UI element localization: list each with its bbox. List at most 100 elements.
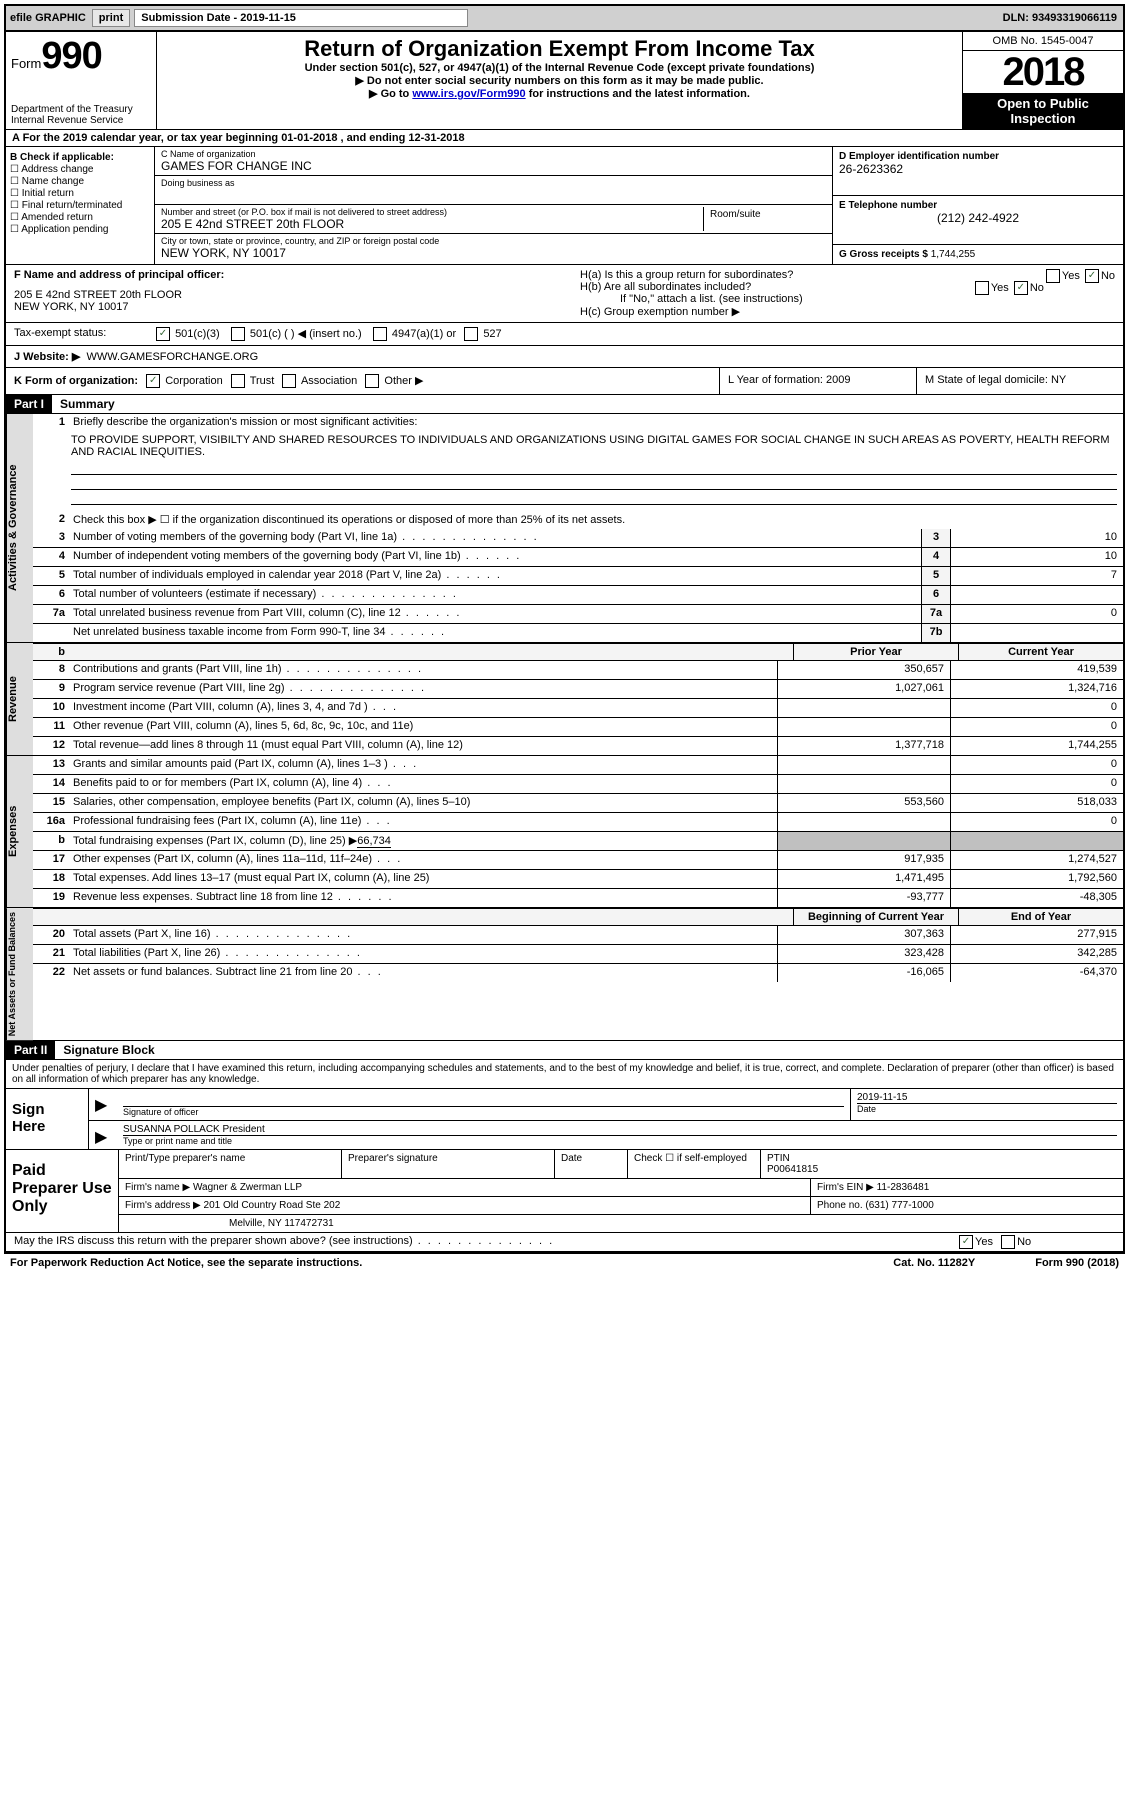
v7a: 0 <box>950 605 1123 623</box>
part1-hdr: Part I <box>6 395 52 413</box>
sig-decl: Under penalties of perjury, I declare th… <box>6 1059 1123 1088</box>
header-right: OMB No. 1545-0047 2018 Open to Public In… <box>962 32 1123 129</box>
f-block: F Name and address of principal officer:… <box>6 265 572 322</box>
footer-left: For Paperwork Reduction Act Notice, see … <box>10 1257 362 1269</box>
v6 <box>950 586 1123 604</box>
ha-lab: H(a) Is this a group return for subordin… <box>580 269 793 281</box>
sig-officer-lab: Signature of officer <box>123 1106 844 1117</box>
ptin: P00641815 <box>767 1164 1117 1175</box>
f-addr1: 205 E 42nd STREET 20th FLOOR <box>14 289 564 301</box>
hb-lab: H(b) Are all subordinates included? <box>580 281 751 293</box>
hdr-py: Prior Year <box>793 644 958 660</box>
vlabel-ag: Activities & Governance <box>6 414 33 642</box>
chk-address[interactable]: Address change <box>10 164 150 175</box>
sig-name-lab: Type or print name and title <box>123 1135 1117 1146</box>
g-val: 1,744,255 <box>931 249 976 260</box>
paid-preparer-block: Paid Preparer Use Only Print/Type prepar… <box>6 1149 1123 1232</box>
section-bcdefg: B Check if applicable: Address change Na… <box>6 146 1123 264</box>
print-button[interactable]: print <box>92 9 130 27</box>
sig-name: SUSANNA POLLACK President <box>123 1124 1117 1135</box>
vlabel-exp: Expenses <box>6 756 33 907</box>
header-left: Form990 Department of the Treasury Inter… <box>6 32 157 129</box>
p-name-lab: Print/Type preparer's name <box>119 1150 342 1178</box>
p-sig-lab: Preparer's signature <box>342 1150 555 1178</box>
header-center: Return of Organization Exempt From Incom… <box>157 32 962 129</box>
p-date-lab: Date <box>555 1150 628 1178</box>
submission-date: Submission Date - 2019-11-15 <box>134 9 468 27</box>
open-public: Open to Public Inspection <box>963 93 1123 129</box>
b-title: B Check if applicable: <box>10 152 150 163</box>
c-city: NEW YORK, NY 10017 <box>161 246 826 260</box>
v5: 7 <box>950 567 1123 585</box>
discuss: May the IRS discuss this return with the… <box>6 1233 951 1251</box>
c-addr: 205 E 42nd STREET 20th FLOOR <box>161 217 703 231</box>
sign-here-block: Sign Here ▶ Signature of officer 2019-11… <box>6 1088 1123 1149</box>
k-m: M State of legal domicile: NY <box>916 368 1123 394</box>
row-a: A For the 2019 calendar year, or tax yea… <box>6 129 1123 146</box>
l4: Number of independent voting members of … <box>69 548 921 566</box>
row-fh: F Name and address of principal officer:… <box>6 264 1123 322</box>
tax-year: 2018 <box>963 51 1123 93</box>
part1-header: Part I Summary <box>6 394 1123 413</box>
p-check: Check ☐ if self-employed <box>628 1150 761 1178</box>
sign-here: Sign Here <box>6 1089 89 1149</box>
l1: Briefly describe the organization's miss… <box>69 414 1123 432</box>
top-bar: efile GRAPHIC print Submission Date - 20… <box>4 4 1125 32</box>
sec-netassets: Net Assets or Fund Balances Beginning of… <box>6 907 1123 1040</box>
footer-mid: Cat. No. 11282Y <box>893 1257 975 1269</box>
l6: Total number of volunteers (estimate if … <box>69 586 921 604</box>
d-val: 26-2623362 <box>839 162 1117 176</box>
l3: Number of voting members of the governin… <box>69 529 921 547</box>
col-c: C Name of organization GAMES FOR CHANGE … <box>155 147 832 264</box>
part1-title: Summary <box>52 395 123 413</box>
sig-date-val: 2019-11-15 <box>857 1092 1117 1103</box>
col-b: B Check if applicable: Address change Na… <box>6 147 155 264</box>
e-lab: E Telephone number <box>839 200 1117 211</box>
hdr-cy: Current Year <box>958 644 1123 660</box>
part2-hdr: Part II <box>6 1041 55 1059</box>
hdr-boy: Beginning of Current Year <box>793 909 958 925</box>
dln: DLN: 93493319066119 <box>1003 12 1123 24</box>
k-l: L Year of formation: 2009 <box>719 368 916 394</box>
chk-pending[interactable]: Application pending <box>10 224 150 235</box>
form-header: Form990 Department of the Treasury Inter… <box>6 32 1123 129</box>
d-lab: D Employer identification number <box>839 151 1117 162</box>
l7a: Total unrelated business revenue from Pa… <box>69 605 921 623</box>
e-val: (212) 242-4922 <box>839 211 1117 225</box>
part2-header: Part II Signature Block <box>6 1040 1123 1059</box>
chk-name[interactable]: Name change <box>10 176 150 187</box>
sec-activities: Activities & Governance 1 Briefly descri… <box>6 413 1123 642</box>
chk-501c3[interactable]: ✓ <box>156 327 170 341</box>
c-room-lab: Room/suite <box>704 207 826 231</box>
vlabel-rev: Revenue <box>6 643 33 755</box>
c-name-lab: C Name of organization <box>161 149 826 159</box>
f-lab: F Name and address of principal officer: <box>14 269 564 281</box>
chk-final[interactable]: Final return/terminated <box>10 200 150 211</box>
l2: Check this box ▶ ☐ if the organization d… <box>69 511 1123 529</box>
efile-label: efile GRAPHIC <box>6 12 90 24</box>
part2-title: Signature Block <box>55 1041 162 1059</box>
v4: 10 <box>950 548 1123 566</box>
row-i: Tax-exempt status: ✓ 501(c)(3) 501(c) ( … <box>6 322 1123 345</box>
footer: For Paperwork Reduction Act Notice, see … <box>4 1253 1125 1272</box>
subtitle-1: Under section 501(c), 527, or 4947(a)(1)… <box>165 62 954 74</box>
chk-amended[interactable]: Amended return <box>10 212 150 223</box>
col-deg: D Employer identification number 26-2623… <box>832 147 1123 264</box>
v7b <box>950 624 1123 642</box>
sec-revenue: Revenue b Prior Year Current Year 8 Cont… <box>6 642 1123 755</box>
c-city-lab: City or town, state or province, country… <box>161 236 826 246</box>
chk-initial[interactable]: Initial return <box>10 188 150 199</box>
sec-expenses: Expenses 13 Grants and similar amounts p… <box>6 755 1123 907</box>
paid-preparer: Paid Preparer Use Only <box>6 1150 119 1232</box>
v3: 10 <box>950 529 1123 547</box>
ptin-lab: PTIN <box>767 1153 1117 1164</box>
subtitle-3: Go to www.irs.gov/Form990 for instructio… <box>165 87 954 100</box>
l5: Total number of individuals employed in … <box>69 567 921 585</box>
form-label: Form <box>11 56 41 71</box>
omb-number: OMB No. 1545-0047 <box>963 32 1123 51</box>
mission: TO PROVIDE SUPPORT, VISIBILTY AND SHARED… <box>33 432 1123 460</box>
irs-link[interactable]: www.irs.gov/Form990 <box>412 88 525 100</box>
f-addr2: NEW YORK, NY 10017 <box>14 301 564 313</box>
row-k: K Form of organization: ✓ Corporation Tr… <box>6 367 1123 394</box>
footer-right: Form 990 (2018) <box>1035 1257 1119 1269</box>
